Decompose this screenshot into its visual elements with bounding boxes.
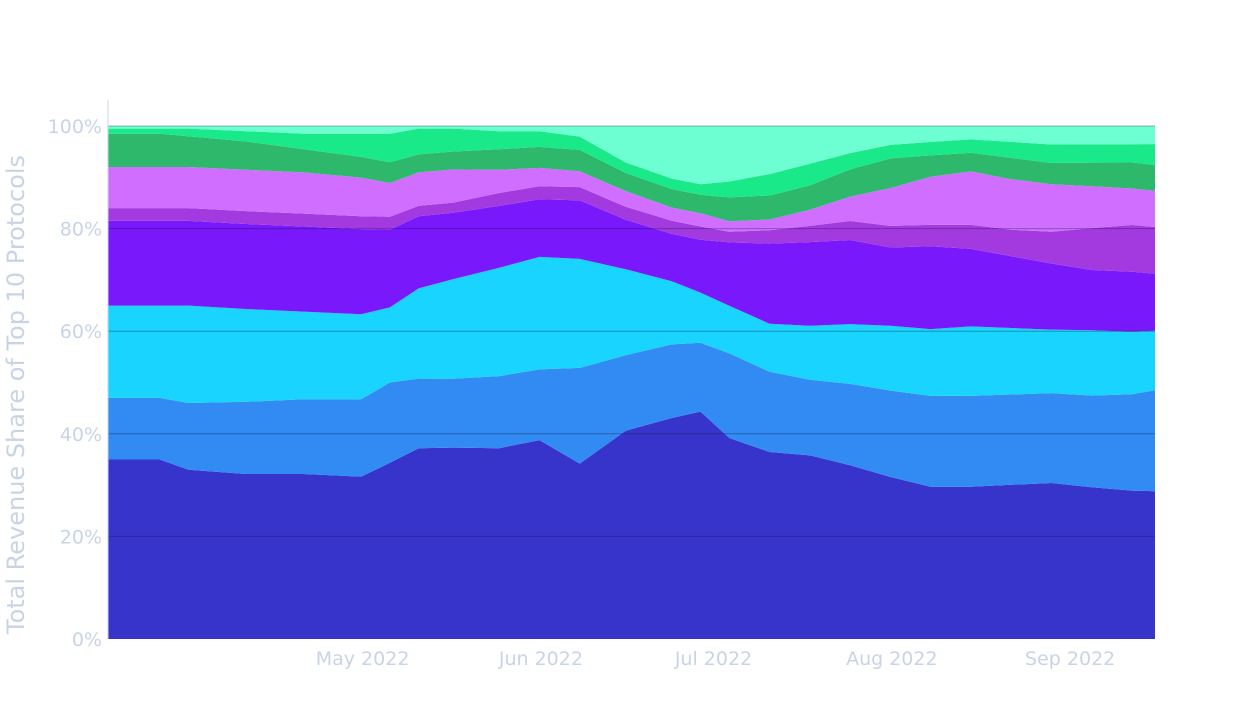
area-series-7	[108, 133, 1155, 222]
y-tick-label: 100%	[48, 116, 102, 138]
y-tick-label: 80%	[60, 219, 102, 241]
x-tick-label: Jun 2022	[498, 648, 583, 670]
plot-area-group	[108, 126, 1155, 639]
x-tick-label: May 2022	[316, 648, 410, 670]
y-tick-label: 0%	[72, 629, 102, 651]
x-tick-label: Aug 2022	[846, 648, 938, 670]
area-series-9	[108, 126, 1155, 185]
area-series-1	[108, 411, 1155, 639]
area-series-8	[108, 128, 1155, 198]
x-tick-label: Jul 2022	[674, 648, 752, 670]
gridlines	[108, 125, 1155, 537]
y-tick-label: 40%	[60, 424, 102, 446]
x-tick-labels: May 2022 Jun 2022 Jul 2022 Aug 2022 Sep 2022	[316, 648, 1116, 670]
x-tick-label: Sep 2022	[1025, 648, 1115, 670]
area-series-3	[108, 256, 1155, 403]
y-tick-label: 20%	[60, 526, 102, 548]
area-series-5	[108, 186, 1155, 274]
y-tick-label: 60%	[60, 321, 102, 343]
area-series-6	[108, 167, 1155, 232]
area-series-2	[108, 342, 1155, 492]
y-axis-title: Total Revenue Share of Top 10 Protocols	[2, 155, 30, 635]
area-series-4	[108, 199, 1155, 332]
y-tick-labels: 0% 20% 40% 60% 80% 100%	[48, 116, 102, 651]
